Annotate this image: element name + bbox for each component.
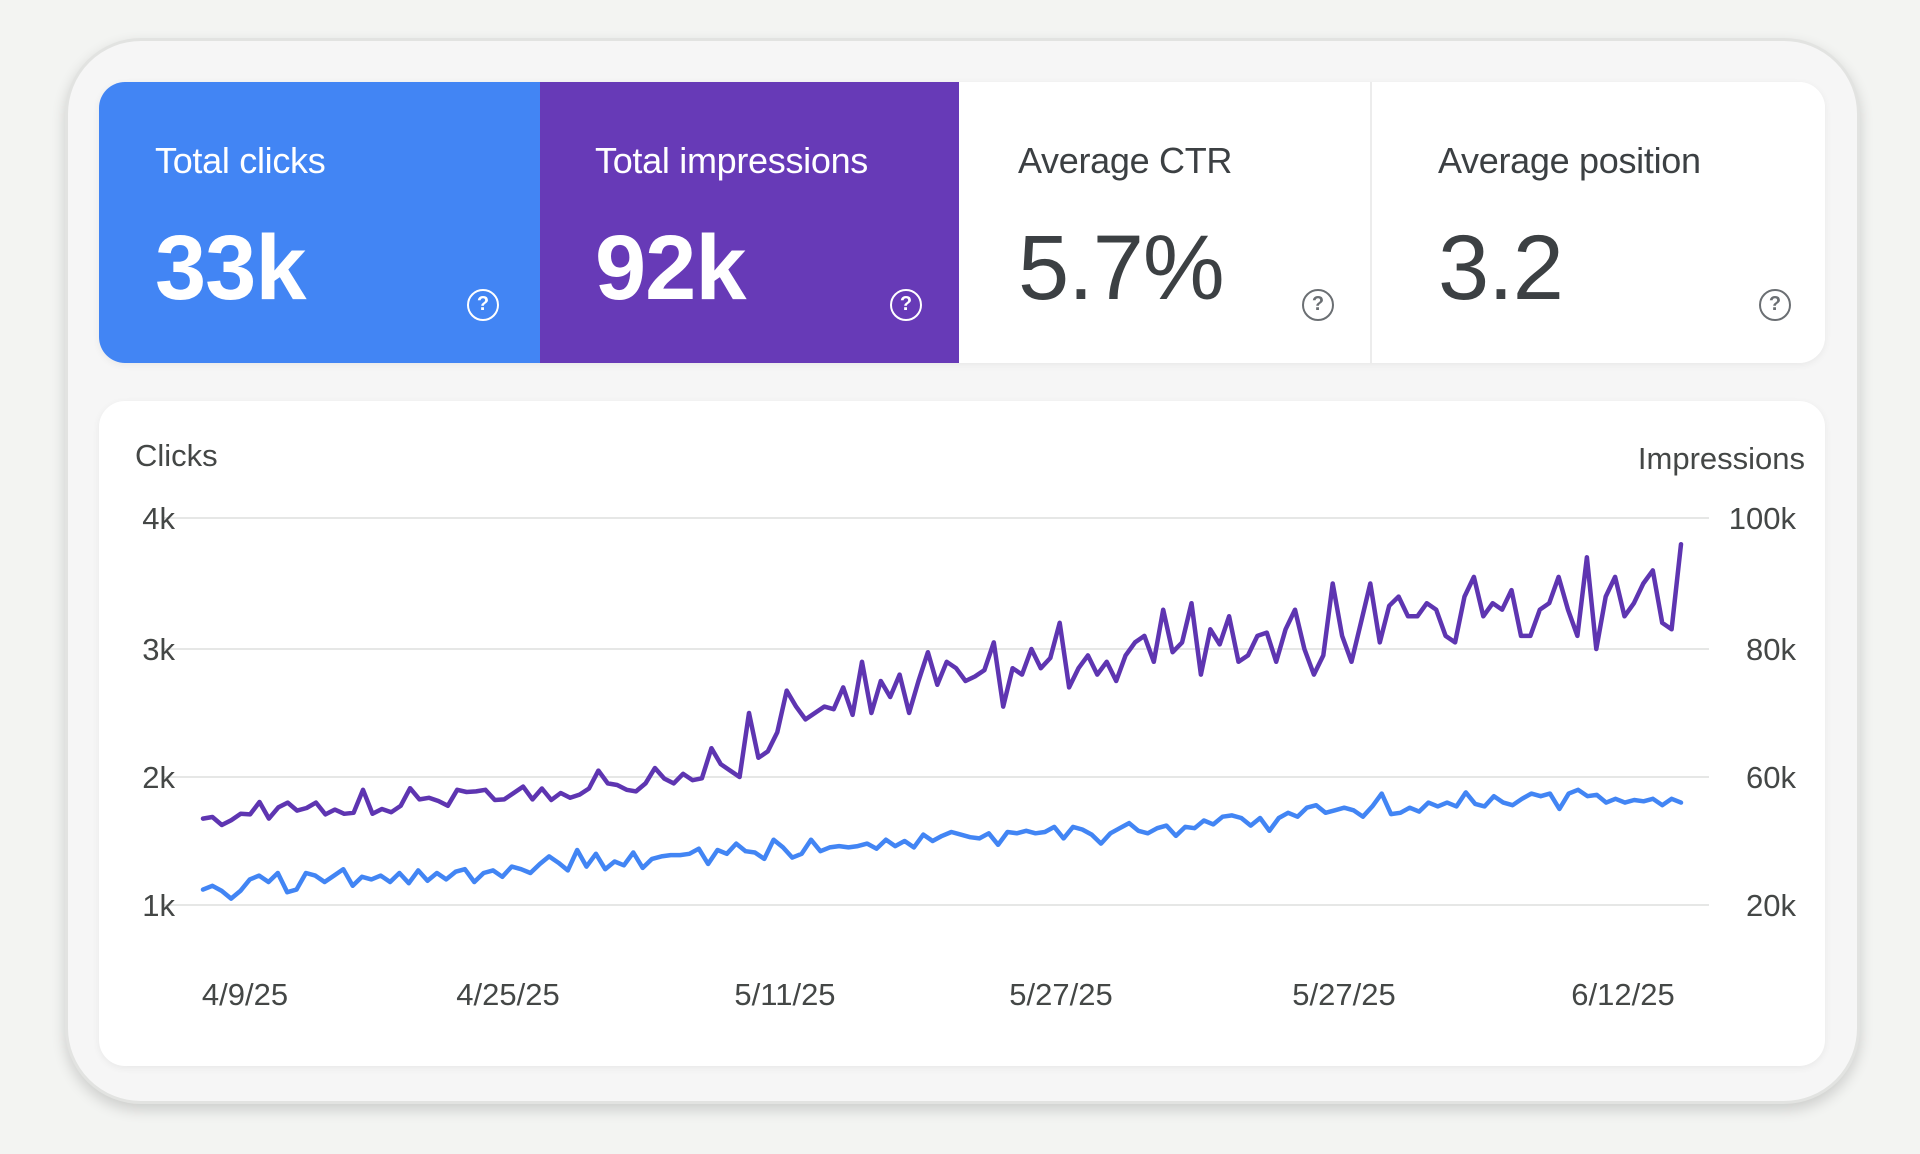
impressions-series-line[interactable] <box>200 541 1684 828</box>
clicks-series-line[interactable] <box>200 787 1684 901</box>
y-left-tick-label: 2k <box>142 760 175 795</box>
y-left-tick-label: 1k <box>142 888 175 923</box>
performance-chart-card: Clicks Impressions 1k 2k 3k 4k 20k 60k 80k 100k… <box>99 401 1825 1066</box>
y-right-axis-label: Impressions <box>1638 441 1805 476</box>
x-tick-label: 5/27/25 <box>1292 977 1395 1012</box>
average-position-card[interactable]: Average position 3.2 ? <box>1372 82 1825 363</box>
y-right-tick-label: 20k <box>1746 888 1796 923</box>
average-ctr-label: Average CTR <box>1018 140 1233 181</box>
y-left-tick-label: 3k <box>142 632 175 667</box>
average-position-label: Average position <box>1438 140 1701 181</box>
x-tick-label: 4/9/25 <box>202 977 288 1012</box>
help-circle-icon[interactable]: ? <box>1302 289 1334 321</box>
help-circle-icon[interactable]: ? <box>467 289 499 321</box>
x-tick-label: 4/25/25 <box>456 977 559 1012</box>
total-impressions-label: Total impressions <box>595 140 869 181</box>
x-tick-label: 6/12/25 <box>1571 977 1674 1012</box>
y-left-tick-label: 4k <box>142 501 175 536</box>
total-clicks-label: Total clicks <box>155 140 326 181</box>
y-left-axis-label: Clicks <box>135 438 218 473</box>
average-ctr-card[interactable]: Average CTR 5.7% ? <box>959 82 1372 363</box>
average-position-value: 3.2 <box>1438 217 1564 319</box>
help-circle-icon[interactable]: ? <box>1759 289 1791 321</box>
y-right-tick-label: 80k <box>1746 632 1796 667</box>
performance-chart: Clicks Impressions 1k 2k 3k 4k 20k 60k 80k 100k… <box>135 438 1805 1012</box>
y-right-tick-label: 100k <box>1729 501 1797 536</box>
total-impressions-value: 92k <box>595 217 746 319</box>
help-circle-icon[interactable]: ? <box>890 289 922 321</box>
total-clicks-value: 33k <box>155 217 306 319</box>
x-tick-label: 5/27/25 <box>1009 977 1112 1012</box>
metric-cards: Total clicks 33k ? Total impressions 92k… <box>99 82 1825 363</box>
total-impressions-card[interactable]: Total impressions 92k ? <box>540 82 959 363</box>
x-tick-label: 5/11/25 <box>734 977 835 1012</box>
average-ctr-value: 5.7% <box>1018 217 1225 319</box>
y-right-tick-label: 60k <box>1746 760 1796 795</box>
total-clicks-card[interactable]: Total clicks 33k ? <box>99 82 540 363</box>
